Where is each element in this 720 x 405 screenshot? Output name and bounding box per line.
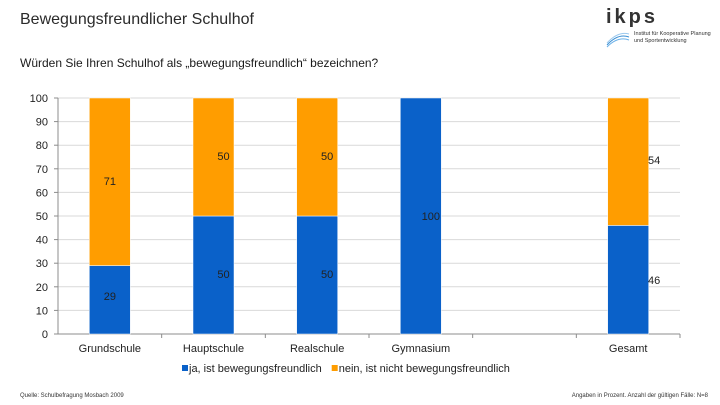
- data-label-nein: 50: [217, 151, 229, 163]
- data-label-ja: 100: [422, 211, 440, 223]
- x-tick-label: Realschule: [290, 343, 344, 355]
- legend-swatch-nein: [331, 365, 338, 371]
- data-label-nein: 54: [648, 155, 660, 167]
- logo-wordmark: ikps: [606, 6, 659, 28]
- y-tick-label: 20: [36, 282, 48, 294]
- y-tick-label: 80: [36, 140, 48, 152]
- sample-note: Angaben in Prozent. Anzahl der gültigen …: [571, 393, 708, 399]
- data-label-ja: 50: [217, 269, 229, 281]
- legend-label-nein: nein, ist nicht bewegungsfreundlich: [339, 363, 510, 375]
- y-tick-label: 30: [36, 258, 48, 270]
- bar-ja: [296, 215, 338, 335]
- y-tick-label: 40: [36, 235, 48, 247]
- y-tick-label: 10: [36, 305, 48, 317]
- bar-ja: [400, 97, 442, 335]
- data-label-ja: 29: [104, 291, 116, 303]
- bar-nein: [192, 97, 235, 217]
- y-tick-label: 90: [36, 117, 48, 129]
- bar-nein: [89, 97, 131, 266]
- y-tick-label: 60: [36, 187, 48, 199]
- logo-subtitle: Institut für Kooperative Planung und Spo…: [634, 31, 712, 45]
- logo-subtitle-line2: und Sportentwicklung: [634, 38, 687, 44]
- data-label-nein: 50: [321, 151, 333, 163]
- logo-swirl-icon: [606, 32, 630, 48]
- logo-subtitle-line1: Institut für Kooperative Planung: [634, 31, 711, 37]
- bar-ja: [192, 215, 235, 335]
- source-note: Quelle: Schulbefragung Mosbach 2009: [20, 393, 124, 399]
- legend-label-ja: ja, ist bewegungsfreundlich: [188, 363, 322, 375]
- y-tick-label: 0: [42, 329, 48, 341]
- y-tick-label: 70: [36, 164, 48, 176]
- data-label-ja: 46: [648, 275, 660, 287]
- data-label-ja: 50: [321, 269, 333, 281]
- y-tick-label: 50: [36, 211, 48, 223]
- data-label-nein: 71: [104, 176, 116, 188]
- x-tick-label: Gesamt: [609, 343, 648, 355]
- x-tick-label: Grundschule: [79, 343, 141, 355]
- legend-swatch-ja: [182, 365, 188, 371]
- bar-nein: [296, 97, 338, 217]
- bar-nein: [607, 97, 649, 226]
- y-tick-label: 100: [30, 93, 48, 105]
- bar-ja: [607, 225, 649, 335]
- x-tick-label: Hauptschule: [183, 343, 244, 355]
- survey-question: Würden Sie Ihren Schulhof als „bewegungs…: [20, 56, 379, 70]
- page-title: Bewegungsfreundlicher Schulhof: [20, 11, 254, 28]
- x-tick-label: Gymnasium: [391, 343, 450, 355]
- ikps-logo: ikps Institut für Kooperative Planung un…: [580, 6, 712, 50]
